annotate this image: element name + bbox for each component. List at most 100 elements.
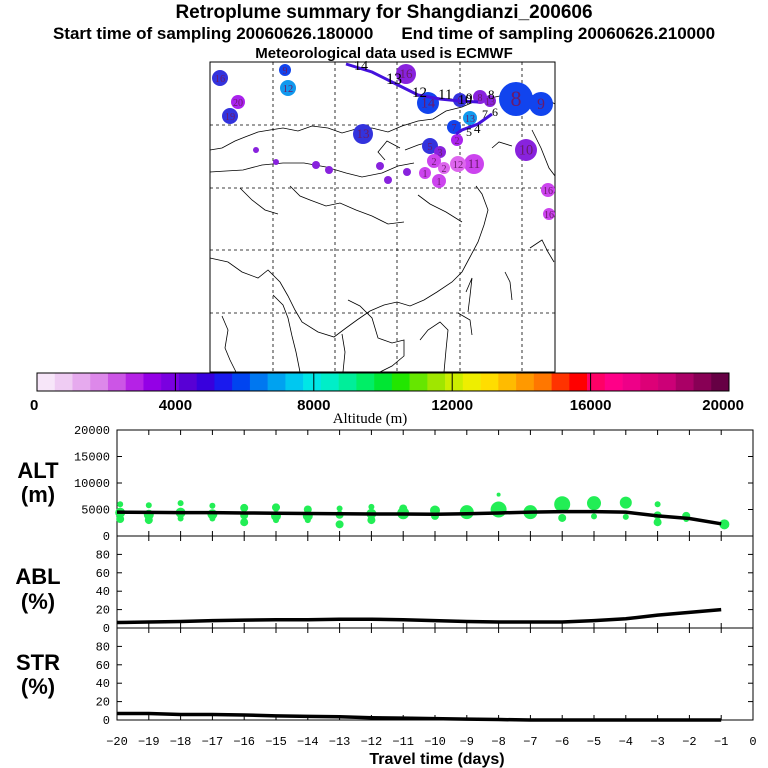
colorbar-swatch — [196, 373, 215, 391]
plume-marker — [447, 120, 461, 134]
plume-label: 13 — [465, 114, 475, 125]
plume-marker — [499, 82, 533, 116]
abl-y-tick-label: 20 — [96, 604, 110, 618]
alt-scatter-point — [209, 502, 216, 509]
plume-marker — [353, 124, 373, 144]
colorbar-swatch — [143, 373, 162, 391]
alt-y-tick-label: 10000 — [74, 477, 110, 491]
colorbar-swatch — [267, 373, 286, 391]
trajectory-label: 10 — [458, 93, 472, 108]
x-tick-label: −11 — [392, 735, 414, 749]
colorbar-swatch — [391, 373, 410, 391]
abl-y-tick-label: 40 — [96, 585, 110, 599]
map-coastline — [465, 277, 473, 313]
alt-y-tick-label: 5000 — [81, 504, 110, 518]
alt-scatter-point — [587, 496, 601, 511]
str-y-tick-label: 0 — [103, 714, 110, 728]
alt-scatter-point — [591, 513, 597, 520]
altitude-colorbar: 0 4000 8000 12000 16000 20000 Altitude (m) — [30, 372, 744, 427]
map-coastline — [221, 315, 237, 373]
trajectory-line — [455, 112, 493, 136]
plume-label: 11 — [468, 156, 481, 171]
plume-label: 7 — [452, 123, 457, 134]
trajectory-label: 14 — [354, 59, 368, 74]
colorbar-swatch — [161, 373, 180, 391]
colorbar-swatch — [37, 373, 56, 391]
alt-scatter-point — [622, 513, 629, 520]
alt-scatter-point — [368, 503, 375, 510]
colorbar-swatch — [178, 373, 197, 391]
colorbar-swatch — [72, 373, 91, 391]
str-panel: 0 20 40 60 80 STR(%) — [16, 627, 754, 728]
end-time-label: End time of sampling 20060626.210000 — [401, 24, 716, 43]
colorbar-swatch — [533, 373, 552, 391]
plume-marker — [515, 139, 537, 161]
alt-scatter-point — [177, 500, 184, 507]
alt-y-tick-label: 15000 — [74, 451, 110, 465]
map-gridlines — [210, 62, 555, 372]
alt-scatter-point — [144, 516, 153, 525]
map-coastline — [209, 185, 489, 338]
colorbar-swatch — [356, 373, 375, 391]
colorbar-swatch — [569, 373, 588, 391]
colorbar-swatch — [604, 373, 623, 391]
map-coastline — [272, 294, 301, 373]
x-tick-label: −12 — [361, 735, 383, 749]
x-axis-label: Travel time (days) — [369, 751, 504, 768]
plume-label: 5 — [427, 142, 432, 153]
plume-marker — [279, 64, 291, 76]
colorbar-swatch — [622, 373, 641, 391]
plume-marker — [312, 161, 320, 169]
map-coastline — [531, 129, 556, 177]
plume-label: 12 — [283, 84, 293, 95]
alt-scatter-point — [336, 505, 343, 512]
colorbar-swatch — [303, 373, 322, 391]
plume-label: 16 — [400, 66, 414, 81]
trajectory-label: 8 — [488, 87, 495, 102]
alt-y-tick-label: 20000 — [74, 424, 110, 438]
plume-label: 3 — [438, 148, 443, 159]
chart-title: Retroplume summary for Shangdianzi_20060… — [175, 2, 593, 23]
plume-label: 9 — [283, 66, 288, 77]
colorbar-swatch — [90, 373, 109, 391]
str-y-tick-label: 20 — [96, 696, 110, 710]
str-series-line — [117, 711, 722, 722]
plume-label: 8 — [510, 86, 521, 111]
trajectory-label: 4 — [474, 121, 481, 136]
colorbar-tick-label: 16000 — [570, 397, 612, 414]
colorbar-swatch — [711, 373, 730, 391]
plume-marker — [541, 183, 555, 197]
plume-marker — [280, 80, 296, 96]
str-y-tick-label: 40 — [96, 677, 110, 691]
alt-scatter-point — [554, 496, 571, 513]
plume-marker — [212, 70, 228, 86]
trajectory-label: 7 — [482, 107, 488, 121]
x-tick-label: −5 — [587, 735, 601, 749]
x-tick-label: −15 — [265, 735, 287, 749]
colorbar-swatch — [551, 373, 570, 391]
str-panel-frame — [116, 627, 754, 721]
colorbar-swatch — [427, 373, 446, 391]
colorbar-swatch — [338, 373, 357, 391]
plume-label: 2 — [455, 136, 460, 147]
alt-scatter-point — [558, 513, 567, 522]
plume-marker — [396, 64, 416, 84]
alt-scatter-point — [367, 516, 376, 525]
colorbar-swatch — [587, 373, 606, 391]
colorbar-swatch — [516, 373, 535, 391]
plume-marker — [253, 147, 259, 153]
trajectory-line — [345, 62, 479, 104]
x-tick-label: −19 — [138, 735, 160, 749]
colorbar-swatch — [498, 373, 517, 391]
trajectory-label: 12 — [412, 85, 427, 101]
map-coastline — [529, 239, 555, 263]
plume-marker — [432, 174, 446, 188]
alt-panel: 0 5000 10000 15000 20000 ALT(m) — [17, 424, 754, 544]
plume-marker — [438, 162, 450, 174]
colorbar-swatch — [480, 373, 499, 391]
alt-scatter-point — [619, 496, 632, 509]
x-tick-label: −2 — [682, 735, 696, 749]
alt-scatter-point — [145, 502, 152, 509]
